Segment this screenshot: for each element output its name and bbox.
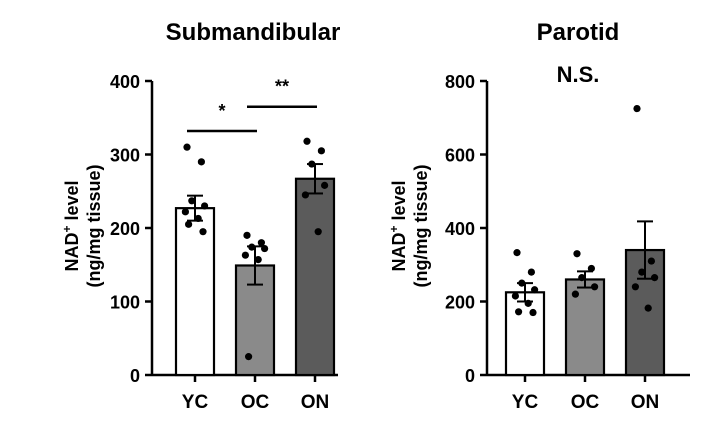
x-tick-label-ON: ON xyxy=(631,392,660,413)
chart-title: Submandibular xyxy=(166,19,341,46)
y-tick-label: 200 xyxy=(445,293,475,313)
significance-label: * xyxy=(218,101,225,121)
data-point-OC xyxy=(578,274,586,282)
chart-title: Parotid xyxy=(537,19,620,46)
bar-YC xyxy=(174,207,216,377)
data-point-ON xyxy=(314,228,322,236)
data-point-ON xyxy=(631,283,640,291)
y-tick-label: 600 xyxy=(445,146,475,166)
data-point-YC xyxy=(527,268,536,276)
data-point-YC xyxy=(511,292,519,300)
y-tick-label: 800 xyxy=(445,72,475,92)
x-tick-label-YC: YC xyxy=(512,392,539,413)
data-point-YC xyxy=(524,299,532,307)
data-point-ON xyxy=(308,160,316,168)
data-point-YC xyxy=(518,279,526,287)
data-point-YC xyxy=(515,308,523,316)
data-point-OC xyxy=(573,250,581,258)
data-point-OC xyxy=(243,231,251,239)
data-point-OC xyxy=(245,353,253,361)
x-tick-label-OC: OC xyxy=(571,392,600,413)
y-axis-label-line1: NAD+ level xyxy=(387,180,409,271)
data-point-ON xyxy=(647,257,656,265)
data-point-OC xyxy=(591,283,599,291)
data-point-OC xyxy=(248,243,256,251)
y-axis-label-line2: (ng/mg tissue) xyxy=(84,164,104,287)
y-axis-label: NAD+ level (ng/mg tissue) xyxy=(387,164,431,287)
data-point-OC xyxy=(571,290,580,298)
data-point-OC xyxy=(587,264,596,273)
significance-label: ** xyxy=(275,77,289,97)
data-point-ON xyxy=(321,181,329,189)
data-point-YC xyxy=(529,308,537,317)
y-tick-label: 0 xyxy=(465,366,475,386)
annotation-ns: N.S. xyxy=(557,62,600,87)
y-axis-label-line2: (ng/mg tissue) xyxy=(411,164,431,287)
y-tick-label: 400 xyxy=(445,219,475,239)
chart-panel-0: Submandibular NAD+ level (ng/mg tissue) 0 10… xyxy=(60,19,340,413)
data-point-ON xyxy=(638,268,646,276)
bar-OC xyxy=(564,278,606,377)
x-tick-label-YC: YC xyxy=(182,392,209,413)
data-point-YC xyxy=(513,249,521,257)
data-point-YC xyxy=(199,228,207,236)
data-point-YC xyxy=(194,214,202,223)
data-point-YC xyxy=(188,197,196,205)
data-point-OC xyxy=(261,244,269,253)
data-point-ON xyxy=(303,137,311,145)
data-point-YC xyxy=(185,220,193,228)
data-point-OC xyxy=(257,239,265,247)
bar-ON xyxy=(294,177,336,377)
data-point-ON xyxy=(301,191,309,199)
data-point-YC xyxy=(181,208,189,216)
y-tick-label: 400 xyxy=(110,72,140,92)
y-tick-label: 100 xyxy=(110,293,140,313)
y-tick-label: 300 xyxy=(110,146,140,166)
data-point-ON xyxy=(633,104,641,113)
chart-panel-1: Parotid NAD+ level (ng/mg tissue) 0 200 400 60… xyxy=(387,19,690,413)
data-point-OC xyxy=(241,251,249,259)
data-point-ON xyxy=(317,147,325,155)
data-point-YC xyxy=(183,143,191,151)
data-point-ON xyxy=(651,274,659,282)
y-tick-label: 0 xyxy=(130,366,140,386)
data-point-ON xyxy=(644,304,652,312)
y-axis-label: NAD+ level (ng/mg tissue) xyxy=(60,164,104,287)
data-point-YC xyxy=(531,286,539,294)
data-point-YC xyxy=(201,202,209,210)
x-tick-label-OC: OC xyxy=(241,392,270,413)
y-axis-label-line1: NAD+ level xyxy=(60,180,82,271)
data-point-OC xyxy=(254,256,262,264)
y-tick-label: 200 xyxy=(110,219,140,239)
x-tick-label-ON: ON xyxy=(301,392,330,413)
data-point-YC xyxy=(197,158,205,166)
